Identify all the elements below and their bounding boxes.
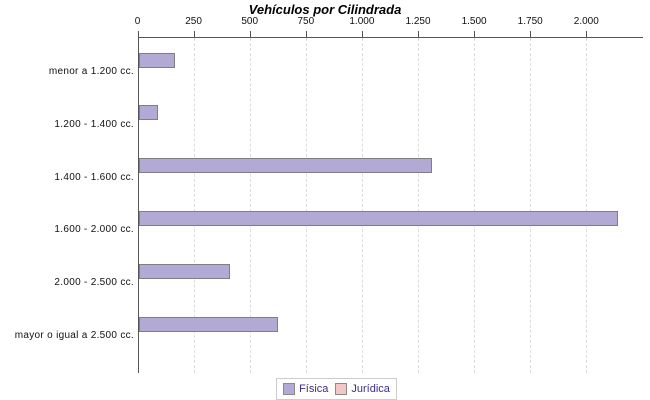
bar-física-row3: [138, 210, 618, 226]
legend: Física Jurídica: [276, 378, 397, 400]
x-axis-line: [137, 37, 643, 38]
category-label: 2.000 - 2.500 cc.: [54, 277, 134, 289]
bar-física-row0: [138, 52, 175, 68]
legend-label-fisica: Física: [299, 383, 329, 395]
gridline: [418, 38, 419, 373]
x-tick-mark: [586, 31, 588, 37]
bar-física-row2: [138, 158, 432, 174]
category-label: 1.600 - 2.000 cc.: [54, 224, 134, 236]
category-label: menor a 1.200 cc.: [48, 66, 134, 77]
x-tick-label: 1.750: [517, 16, 543, 27]
gridline: [474, 38, 476, 373]
bar-física-row1: [138, 105, 158, 121]
x-tick-mark: [474, 31, 476, 37]
gridline: [305, 38, 307, 373]
x-tick-label: 500: [241, 16, 259, 27]
x-tick-mark: [193, 31, 195, 37]
bar-física-row4: [138, 263, 230, 279]
gridline: [530, 38, 532, 373]
legend-swatch-fisica: [283, 383, 296, 395]
x-tick-mark: [137, 31, 139, 37]
x-tick-label: 1.500: [461, 16, 487, 27]
x-tick-label: 0: [134, 16, 141, 27]
bar-física-row5: [138, 316, 278, 332]
legend-item-fisica: Física: [283, 383, 328, 395]
x-tick-label: 1.250: [405, 16, 431, 27]
legend-item-juridica: Jurídica: [335, 383, 390, 395]
legend-swatch-juridica: [335, 383, 348, 395]
gridline: [249, 38, 251, 373]
x-tick-label: 750: [297, 16, 315, 27]
category-label: 1.200 - 1.400 cc.: [54, 118, 134, 130]
legend-label-juridica: Jurídica: [351, 383, 390, 395]
chart-title: Vehículos por Cilindrada: [248, 2, 402, 17]
x-tick-label: 250: [185, 16, 202, 27]
category-label: 1.400 - 1.600 cc.: [54, 171, 134, 183]
gridline: [361, 38, 363, 373]
x-tick-label: 1.000: [349, 16, 375, 27]
x-tick-mark: [249, 31, 251, 37]
gridline: [586, 38, 588, 373]
y-axis-line: [137, 37, 139, 373]
category-label: mayor o igual a 2.500 cc.: [14, 330, 134, 341]
x-tick-mark: [361, 31, 363, 37]
x-tick-label: 2.000: [573, 16, 599, 27]
gridline: [193, 38, 195, 373]
x-tick-mark: [305, 31, 307, 37]
x-tick-mark: [530, 31, 532, 37]
x-tick-mark: [418, 31, 419, 37]
